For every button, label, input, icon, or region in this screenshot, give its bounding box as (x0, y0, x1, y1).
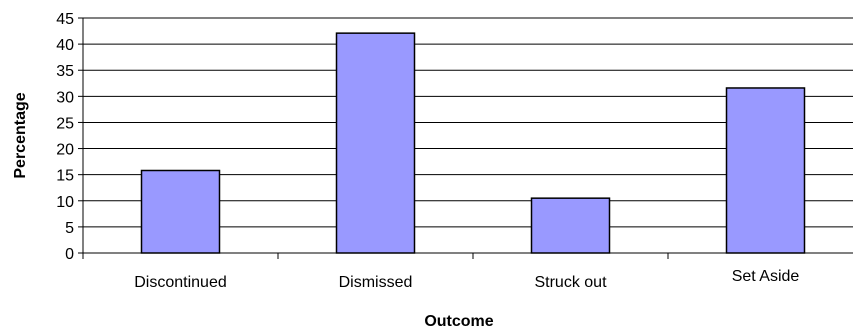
x-category-label: Struck out (534, 274, 607, 291)
y-tick-label: 35 (56, 63, 74, 80)
y-axis-title: Percentage (12, 92, 29, 178)
y-tick-label: 15 (56, 168, 74, 185)
y-tick-label: 0 (65, 246, 74, 263)
axes (82, 18, 853, 259)
y-tick-label: 45 (56, 11, 74, 28)
bar (725, 87, 806, 254)
bar (140, 169, 221, 254)
bar (530, 197, 611, 254)
y-tick-label: 5 (65, 220, 74, 237)
bar (335, 32, 416, 254)
x-category-labels: Discontinued Dismissed Struck out Set Aside (134, 268, 799, 291)
x-category-label: Dismissed (339, 274, 413, 291)
y-tick-label: 25 (56, 115, 74, 132)
y-tick-labels: 0 5 10 15 20 25 30 35 40 45 (56, 11, 74, 263)
y-tick-label: 20 (56, 142, 74, 159)
y-tick-label: 30 (56, 89, 74, 106)
x-category-label: Set Aside (732, 268, 800, 285)
bars (140, 32, 806, 254)
x-axis-title: Outcome (424, 313, 493, 328)
y-tick-label: 10 (56, 194, 74, 211)
y-tick-label: 40 (56, 37, 74, 54)
x-category-label: Discontinued (134, 274, 227, 291)
